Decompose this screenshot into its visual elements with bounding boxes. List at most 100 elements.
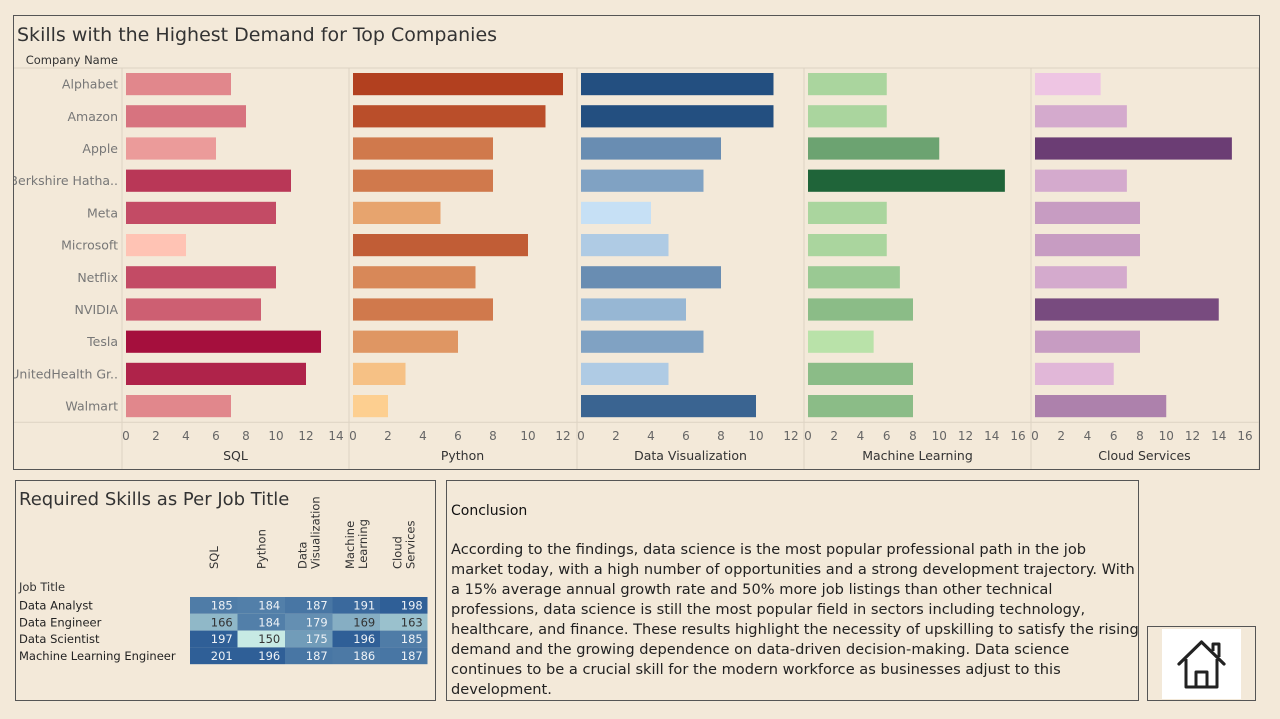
tick-label: 4 <box>647 429 655 443</box>
bar <box>126 266 276 289</box>
bar <box>353 234 528 257</box>
tick-label: 2 <box>1057 429 1065 443</box>
bar <box>1035 362 1114 385</box>
bar <box>808 362 913 385</box>
company-label: Meta <box>87 205 118 220</box>
bar <box>1035 201 1140 224</box>
bar <box>353 330 458 353</box>
heatmap-value: 196 <box>353 632 375 646</box>
column-header: Machine Learning <box>343 519 370 569</box>
heatmap-cell <box>332 597 380 614</box>
home-icon[interactable] <box>1162 629 1241 699</box>
bar <box>581 266 721 289</box>
tick-label: 2 <box>830 429 838 443</box>
job-title-header: Job Title <box>18 580 65 594</box>
bar <box>353 266 476 289</box>
bar <box>353 201 441 224</box>
heatmap-cell <box>190 613 238 631</box>
bar <box>1035 137 1232 160</box>
heatmap-value: 201 <box>211 649 233 663</box>
tick-label: 4 <box>182 429 190 443</box>
job-title-label: Data Scientist <box>19 632 100 646</box>
heatmap-cell <box>237 630 285 648</box>
row-header: Company Name <box>26 53 118 67</box>
heatmap-value: 198 <box>401 599 423 613</box>
bar <box>808 73 887 96</box>
bar <box>126 362 306 385</box>
column-header-line: Cloud <box>390 536 404 569</box>
tick-label: 8 <box>717 429 725 443</box>
tick-label: 4 <box>419 429 427 443</box>
bar <box>581 395 756 418</box>
panel-axis-label: SQL <box>223 448 248 463</box>
bar <box>581 137 721 160</box>
heatmap-cell <box>380 613 428 631</box>
tick-label: 0 <box>577 429 585 443</box>
bar <box>1035 234 1140 257</box>
bar <box>581 298 686 321</box>
bar <box>1035 105 1127 128</box>
tick-label: 10 <box>932 429 947 443</box>
tick-label: 12 <box>298 429 313 443</box>
tick-label: 10 <box>1159 429 1174 443</box>
panel-axis-label: Python <box>441 448 484 463</box>
tick-label: 8 <box>242 429 250 443</box>
heatmap-value: 185 <box>211 599 233 613</box>
column-header: Data Visualization <box>295 496 322 569</box>
bar <box>1035 298 1219 321</box>
company-label: Microsoft <box>61 238 118 253</box>
panel-machine-learning: 0 2 4 6 8 10 12 14 16 Machine Learning <box>803 68 1026 469</box>
tick-label: 12 <box>783 429 798 443</box>
heatmap-cell <box>285 613 333 631</box>
column-header: Python <box>254 529 268 569</box>
company-label: Netflix <box>77 270 118 285</box>
home-button[interactable] <box>1147 626 1256 701</box>
tick-label: 16 <box>1237 429 1252 443</box>
company-label: Alphabet <box>62 77 118 92</box>
heatmap-cell <box>332 613 380 631</box>
heatmap-value: 197 <box>211 632 233 646</box>
heatmap-value: 196 <box>258 649 280 663</box>
heatmap-cell <box>190 630 238 648</box>
bar <box>808 169 1005 192</box>
conclusion-heading: Conclusion <box>451 503 528 519</box>
heatmap-cell <box>380 647 428 665</box>
tick-label: 8 <box>1136 429 1144 443</box>
tick-label: 16 <box>1010 429 1025 443</box>
tick-label: 10 <box>268 429 283 443</box>
tick-label: 8 <box>489 429 497 443</box>
heatmap-cell <box>190 597 238 614</box>
tick-label: 14 <box>328 429 343 443</box>
tick-label: 12 <box>958 429 973 443</box>
heatmap-value: 187 <box>401 649 423 663</box>
company-label: Apple <box>82 141 118 156</box>
panel-axis-label: Data Visualization <box>634 448 747 463</box>
bar <box>126 298 261 321</box>
bar <box>581 73 774 96</box>
bar <box>581 330 704 353</box>
bar <box>581 169 704 192</box>
matrix-title: Required Skills as Per Job Title <box>19 489 290 510</box>
tick-label: 12 <box>555 429 570 443</box>
bar <box>808 105 887 128</box>
tick-label: 0 <box>122 429 130 443</box>
bar <box>808 395 913 418</box>
bar <box>808 330 874 353</box>
panel-cloud-services: 0 2 4 6 8 10 12 14 16 Cloud Services <box>1030 68 1253 469</box>
bar <box>353 137 493 160</box>
heatmap-cell <box>237 597 285 614</box>
bar <box>353 395 388 418</box>
chart-title: Skills with the Highest Demand for Top C… <box>17 24 498 46</box>
bar <box>581 201 651 224</box>
bar <box>1035 169 1127 192</box>
bar <box>808 137 940 160</box>
tick-label: 6 <box>682 429 690 443</box>
bar-chart-svg: Company Name Alphabet Amazon Apple Berkshire… <box>14 53 1259 469</box>
tick-label: 14 <box>1211 429 1226 443</box>
bar <box>353 105 546 128</box>
tick-label: 4 <box>1084 429 1092 443</box>
company-label: Amazon <box>67 109 118 124</box>
column-header: SQL <box>207 546 221 569</box>
tick-label: 0 <box>1031 429 1039 443</box>
bar <box>126 73 231 96</box>
